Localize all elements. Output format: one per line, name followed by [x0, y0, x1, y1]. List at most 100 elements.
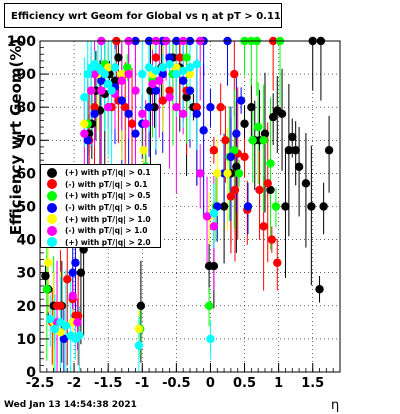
data-point — [240, 152, 249, 162]
legend-marker — [47, 179, 57, 190]
x-axis-label: η — [331, 398, 340, 413]
data-point — [83, 69, 92, 79]
data-point — [219, 202, 229, 211]
data-point — [90, 103, 99, 112]
data-point — [138, 109, 147, 119]
x-tick-label: 1 — [274, 376, 283, 391]
data-point — [213, 202, 222, 211]
y-axis: 0 10 20 30 40 50 60 70 80 90 100 — [7, 34, 49, 381]
data-point — [247, 103, 256, 112]
y-tick-label: 30 — [17, 266, 37, 282]
data-point — [209, 222, 219, 231]
data-point — [288, 132, 297, 142]
data-point — [291, 146, 300, 155]
data-point — [46, 314, 55, 324]
data-point — [263, 179, 272, 188]
data-point — [324, 146, 334, 155]
legend-marker — [47, 167, 57, 178]
data-point — [75, 331, 84, 340]
data-point — [117, 69, 127, 79]
data-point — [124, 69, 133, 79]
y-tick-label: 80 — [17, 100, 37, 116]
data-point — [103, 63, 113, 72]
legend-marker — [47, 225, 57, 236]
data-point — [209, 261, 219, 271]
data-point — [83, 136, 92, 145]
legend-entry: (+) with pT/|q| > 2.0 — [41, 237, 160, 249]
data-point — [259, 222, 268, 231]
y-tick-label: 0 — [26, 365, 36, 381]
data-point — [185, 86, 195, 95]
data-point — [182, 93, 191, 102]
data-point — [230, 69, 239, 79]
data-point — [63, 275, 72, 284]
data-points — [41, 36, 334, 350]
data-point — [185, 69, 195, 79]
data-point — [319, 202, 328, 211]
data-point — [182, 53, 191, 62]
data-point — [97, 76, 106, 85]
data-point — [223, 169, 232, 178]
y-tick-label: 10 — [17, 332, 37, 348]
legend-entry: (+) with pT/|q| > 0.5 — [41, 190, 160, 202]
x-tick-label: -0.5 — [162, 376, 190, 391]
data-point — [50, 324, 60, 334]
data-point — [175, 53, 184, 62]
data-point — [90, 69, 99, 79]
data-point — [134, 341, 144, 350]
data-point — [204, 301, 214, 310]
data-point — [284, 146, 294, 155]
data-point — [165, 53, 174, 62]
data-point — [271, 202, 281, 211]
data-point — [209, 146, 219, 155]
data-point — [273, 258, 282, 267]
data-point — [59, 334, 69, 344]
data-point — [90, 109, 99, 119]
data-point — [151, 86, 161, 95]
data-point — [144, 63, 154, 72]
data-point — [151, 66, 161, 75]
data-point — [42, 285, 52, 294]
data-point — [158, 96, 167, 105]
data-point — [103, 103, 113, 112]
data-point — [43, 258, 53, 267]
data-point — [234, 169, 244, 178]
data-point — [213, 169, 222, 178]
data-point — [107, 86, 116, 95]
y-tick-label: 60 — [17, 166, 37, 182]
legend-marker — [47, 237, 57, 248]
data-point — [97, 86, 106, 95]
data-point — [103, 79, 113, 89]
data-point — [68, 291, 77, 301]
data-point — [127, 119, 137, 128]
y-axis-label: Efficiency wrt Geom(%) — [7, 38, 25, 236]
data-point — [172, 69, 181, 79]
data-point — [80, 119, 89, 128]
data-point — [266, 159, 275, 168]
data-point — [221, 136, 230, 145]
x-tick-label: 0.5 — [233, 376, 256, 391]
legend-marker — [47, 214, 57, 225]
data-point — [123, 63, 132, 72]
data-point — [301, 179, 311, 188]
legend-entry: (-) with pT/|q| > 1.0 — [41, 225, 160, 237]
data-point — [206, 103, 215, 112]
data-point — [192, 109, 202, 119]
legend-entry: (+) with pT/|q| > 0.1 — [41, 167, 160, 179]
data-point — [202, 212, 212, 221]
data-point — [259, 136, 268, 145]
data-point — [124, 109, 133, 119]
chart-title: Efficiency wrt Geom for Global vs η at p… — [4, 3, 282, 28]
data-point — [73, 311, 83, 320]
legend-marker — [47, 202, 57, 213]
data-point — [86, 86, 96, 95]
data-point — [248, 136, 257, 145]
x-tick-label: -1.5 — [94, 376, 122, 391]
y-tick-label: 20 — [17, 299, 37, 315]
data-point — [266, 185, 275, 195]
data-point — [41, 271, 50, 281]
data-point — [61, 321, 71, 330]
data-point — [73, 318, 82, 327]
legend-label: (-) with pT/|q| > 0.5 — [65, 203, 148, 213]
